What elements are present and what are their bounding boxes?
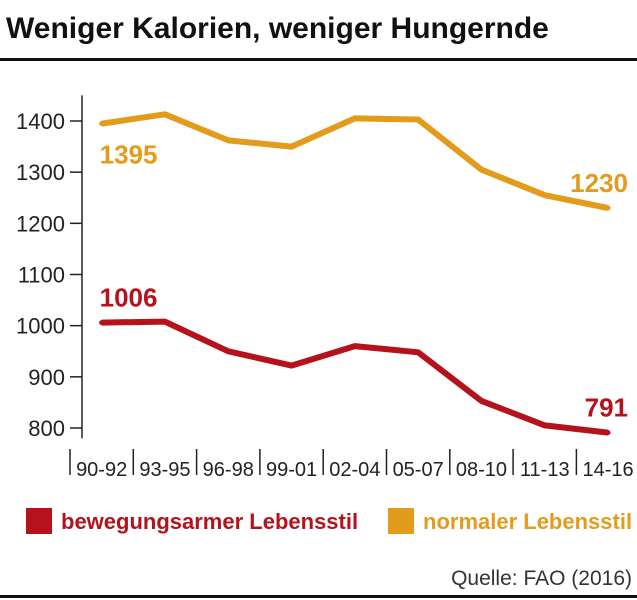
- x-tick-label: 93-95: [139, 459, 190, 481]
- x-tick-label: 08-10: [456, 459, 507, 481]
- y-tick-label: 1300: [16, 160, 65, 185]
- y-tick-label: 1400: [16, 109, 65, 134]
- data-point: [289, 144, 295, 150]
- y-tick-label: 800: [28, 416, 65, 441]
- title-rule: [0, 58, 637, 61]
- data-point: [542, 422, 548, 428]
- series-layer: 1006 791 1395 1230: [99, 111, 628, 436]
- data-point: [99, 121, 105, 127]
- data-point: [415, 349, 421, 355]
- series-line-0: [101, 318, 609, 436]
- x-tick-label: 96-98: [203, 459, 254, 481]
- source-note: Quelle: FAO (2016): [451, 567, 632, 590]
- x-axis: 90-92 93-95 96-98 99-01 02-04 05-07 08-10 11-13…: [69, 449, 634, 481]
- bottom-rule: [0, 595, 637, 598]
- legend-label-0: bewegungsarmer Lebensstil: [61, 509, 358, 534]
- legend-swatch-0: [26, 508, 52, 534]
- y-tick-label: 1200: [16, 211, 65, 236]
- x-tick-label: 14-16: [582, 459, 633, 481]
- data-point: [415, 116, 421, 122]
- x-tick-label: 11-13: [520, 459, 570, 481]
- data-point: [162, 319, 168, 325]
- data-point: [352, 115, 358, 121]
- legend-label-1: normaler Lebensstil: [423, 509, 632, 534]
- data-point: [605, 430, 611, 436]
- data-point: [605, 205, 611, 211]
- data-point: [289, 363, 295, 369]
- data-point: [478, 398, 484, 404]
- last-value-label: 791: [585, 393, 628, 423]
- y-axis: 1400 1300 1200 1100 1000 900 800: [16, 95, 83, 441]
- legend-swatch-1: [388, 508, 414, 534]
- y-tick-label: 1100: [18, 263, 65, 288]
- data-point: [99, 320, 105, 326]
- y-tick-label: 1000: [16, 314, 65, 339]
- first-value-label: 1395: [100, 140, 158, 170]
- x-tick-label: 05-07: [393, 459, 444, 481]
- data-point: [352, 343, 358, 349]
- chart-title: Weniger Kalorien, weniger Hungernde: [6, 12, 549, 45]
- data-point: [478, 167, 484, 173]
- data-point: [225, 137, 231, 143]
- x-tick-label: 90-92: [76, 459, 127, 481]
- x-tick-label: 99-01: [266, 459, 317, 481]
- data-point: [162, 111, 168, 117]
- series-line-1: [101, 111, 609, 211]
- data-point: [225, 348, 231, 354]
- last-value-label: 1230: [570, 168, 628, 198]
- first-value-label: 1006: [100, 283, 158, 313]
- x-tick-label: 02-04: [329, 459, 380, 481]
- y-tick-label: 900: [28, 365, 65, 390]
- data-point: [542, 192, 548, 198]
- legend: bewegungsarmer Lebensstil normaler Lebens…: [26, 508, 632, 534]
